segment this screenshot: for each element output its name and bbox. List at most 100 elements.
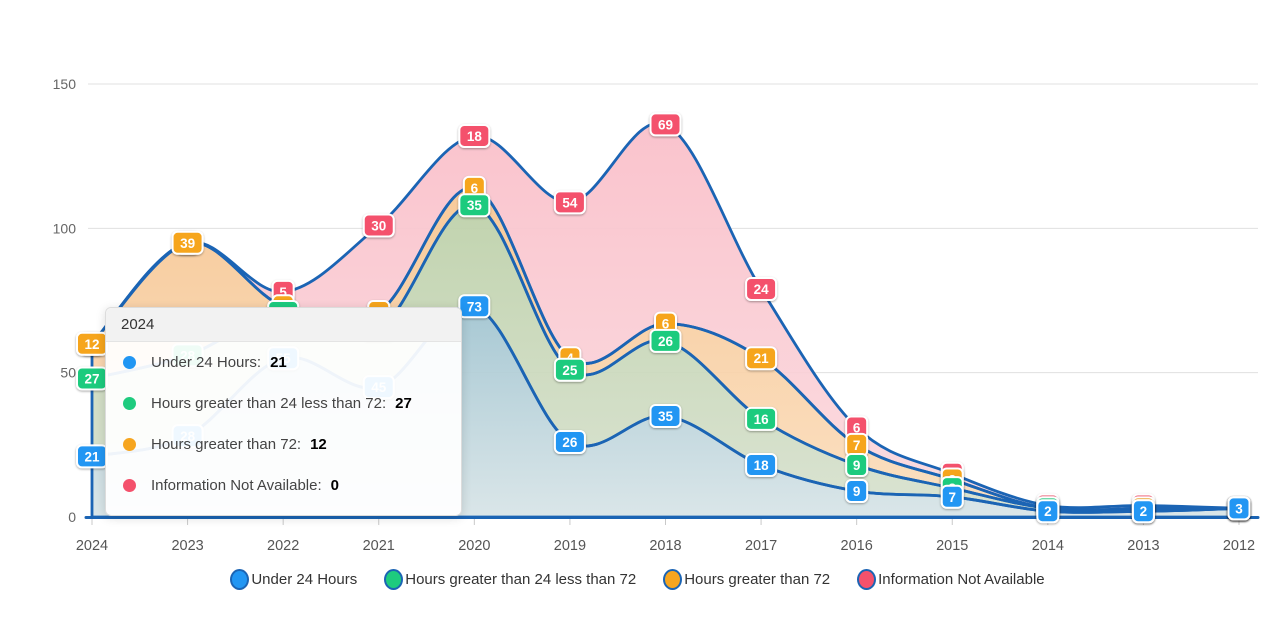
svg-text:26: 26 — [658, 334, 674, 349]
svg-text:24: 24 — [754, 282, 770, 297]
tooltip-series-value: 27 — [395, 395, 412, 412]
svg-text:73: 73 — [467, 299, 483, 314]
svg-text:5: 5 — [279, 285, 287, 300]
legend-item-label: Hours greater than 24 less than 72 — [405, 571, 637, 588]
svg-text:7: 7 — [948, 490, 956, 505]
tooltip-series-label: Under 24 Hours: — [151, 354, 262, 371]
tooltip-row: Under 24 Hours: 21 — [106, 342, 461, 383]
tooltip-row: Hours greater than 24 less than 72: 27 — [106, 383, 461, 424]
svg-text:6: 6 — [471, 181, 479, 196]
value-label-under-24-hours-2013: 2 — [1131, 499, 1155, 524]
x-axis-label-2024: 2024 — [76, 538, 108, 554]
svg-text:21: 21 — [754, 351, 770, 366]
value-label-info-not-available-2021: 30 — [362, 213, 395, 238]
svg-text:3: 3 — [1235, 501, 1243, 516]
value-label-hours-over-72-2023: 39 — [171, 230, 204, 255]
value-label-info-not-available-2019: 54 — [553, 190, 586, 215]
value-label-hours-24-to-72-2018: 26 — [649, 328, 682, 353]
value-label-under-24-hours-2016: 9 — [845, 479, 869, 504]
x-axis-label-2013: 2013 — [1127, 538, 1159, 554]
value-label-under-24-hours-2014: 2 — [1036, 499, 1060, 524]
value-label-under-24-hours-2020: 73 — [458, 294, 491, 319]
x-axis-label-2014: 2014 — [1032, 538, 1064, 554]
svg-text:30: 30 — [371, 218, 386, 233]
legend-item-hours-24-to-72[interactable]: Hours greater than 24 less than 72 — [384, 569, 636, 590]
value-label-hours-over-72-2017: 21 — [745, 346, 778, 371]
series-dot-icon — [123, 438, 136, 451]
legend-item-info-not-available[interactable]: Information Not Available — [857, 569, 1045, 590]
value-label-hours-24-to-72-2019: 25 — [553, 357, 586, 382]
value-label-under-24-hours-2015: 7 — [940, 484, 964, 509]
value-label-hours-24-to-72-2020: 35 — [458, 193, 491, 218]
tooltip-series-value: 12 — [310, 436, 327, 453]
tooltip-row: Information Not Available: 0 — [106, 465, 461, 506]
x-axis-label-2023: 2023 — [171, 538, 203, 554]
value-label-under-24-hours-2018: 35 — [649, 403, 682, 428]
svg-text:12: 12 — [84, 337, 99, 352]
value-label-hours-over-72-2024: 12 — [76, 331, 108, 356]
legend-item-under-24-hours[interactable]: Under 24 Hours — [230, 569, 357, 590]
x-axis-label-2017: 2017 — [745, 538, 777, 554]
x-axis-label-2019: 2019 — [554, 538, 586, 554]
value-label-info-not-available-2017: 24 — [745, 276, 778, 301]
x-axis-label-2012: 2012 — [1223, 538, 1255, 554]
tooltip-title: 2024 — [106, 308, 461, 342]
x-axis-label-2022: 2022 — [267, 538, 299, 554]
area-band-hours-24-to-72 — [92, 204, 1239, 513]
x-axis-label-2020: 2020 — [458, 538, 490, 554]
value-label-under-24-hours-2024: 21 — [76, 444, 108, 469]
svg-text:26: 26 — [562, 435, 578, 450]
svg-text:35: 35 — [467, 198, 483, 213]
svg-text:25: 25 — [562, 363, 578, 378]
value-label-info-not-available-2018: 69 — [649, 112, 682, 137]
legend-marker-icon — [857, 569, 877, 590]
series-dot-icon — [123, 356, 136, 369]
value-label-hours-24-to-72-2024: 27 — [76, 366, 108, 391]
tooltip-series-label: Hours greater than 24 less than 72: — [151, 395, 387, 412]
y-axis-label-150: 150 — [53, 76, 77, 92]
x-axis-label-2018: 2018 — [649, 538, 681, 554]
value-label-hours-24-to-72-2017: 16 — [745, 406, 778, 431]
x-axis-label-2016: 2016 — [841, 538, 873, 554]
legend-item-label: Hours greater than 72 — [684, 571, 831, 588]
chart-legend: Under 24 Hours Hours greater than 24 less… — [0, 569, 1275, 590]
svg-text:18: 18 — [754, 458, 770, 473]
svg-text:7: 7 — [853, 438, 861, 453]
svg-text:2: 2 — [1044, 504, 1052, 519]
svg-text:35: 35 — [658, 409, 674, 424]
y-axis-label-100: 100 — [53, 220, 77, 236]
value-label-under-24-hours-2019: 26 — [553, 429, 586, 454]
value-label-under-24-hours-2012: 3 — [1227, 496, 1251, 521]
tooltip-rows: Under 24 Hours: 21 Hours greater than 24 l… — [106, 342, 461, 506]
tooltip-series-label: Information Not Available: — [151, 477, 322, 494]
svg-text:39: 39 — [180, 236, 195, 251]
legend-item-label: Information Not Available — [878, 571, 1045, 588]
tooltip-series-value: 21 — [270, 354, 287, 371]
tooltip-series-value: 0 — [330, 477, 339, 494]
series-dot-icon — [123, 479, 136, 492]
svg-text:54: 54 — [562, 195, 578, 210]
legend-marker-icon — [384, 569, 404, 590]
value-label-hours-24-to-72-2016: 9 — [845, 453, 869, 478]
tooltip-row: Hours greater than 72: 12 — [106, 424, 461, 465]
svg-text:6: 6 — [662, 317, 670, 332]
value-label-info-not-available-2020: 18 — [458, 123, 491, 148]
series-dot-icon — [123, 397, 136, 410]
svg-text:16: 16 — [754, 412, 770, 427]
legend-item-hours-over-72[interactable]: Hours greater than 72 — [663, 569, 830, 590]
svg-text:21: 21 — [84, 449, 100, 464]
legend-marker-icon — [663, 569, 683, 590]
svg-text:6: 6 — [853, 421, 861, 436]
svg-text:9: 9 — [853, 484, 861, 499]
y-axis-label-50: 50 — [60, 365, 76, 381]
svg-text:69: 69 — [658, 117, 673, 132]
x-axis-label-2015: 2015 — [936, 538, 968, 554]
x-axis-label-2021: 2021 — [363, 538, 395, 554]
value-label-hours-over-72-2016: 7 — [845, 432, 869, 457]
legend-item-label: Under 24 Hours — [251, 571, 358, 588]
chart-tooltip: 2024 Under 24 Hours: 21 Hours greater than… — [105, 307, 462, 516]
y-axis-label-0: 0 — [68, 509, 76, 525]
svg-text:9: 9 — [853, 458, 861, 473]
